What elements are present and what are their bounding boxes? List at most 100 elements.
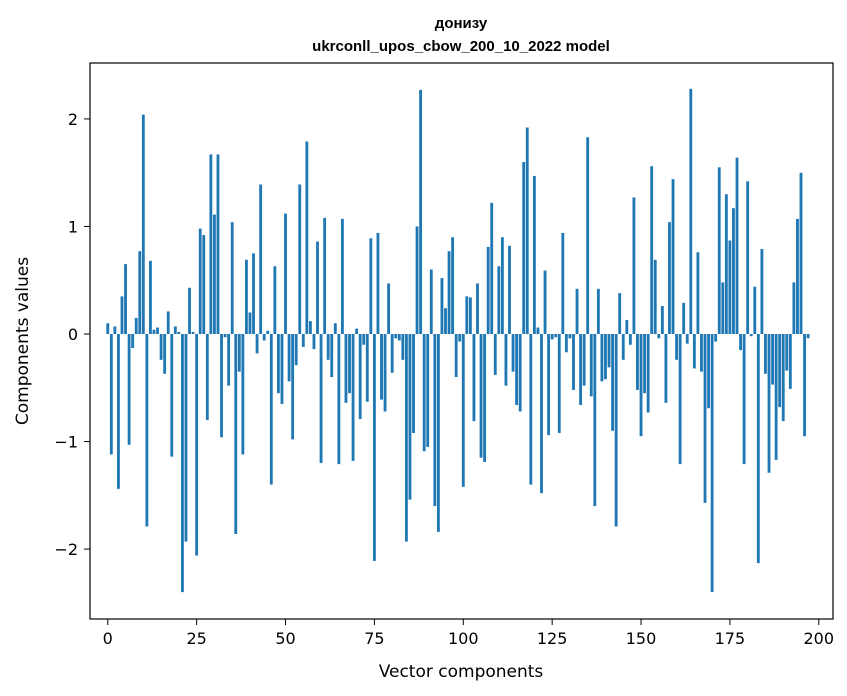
x-tick-label: 150 xyxy=(626,629,657,648)
bar xyxy=(593,334,597,507)
bar xyxy=(490,202,494,335)
bar xyxy=(696,252,700,335)
bar xyxy=(337,334,341,465)
bar xyxy=(266,330,270,335)
bar xyxy=(476,283,479,335)
bar xyxy=(511,334,515,372)
bar xyxy=(625,320,629,335)
bar xyxy=(248,312,252,335)
bar xyxy=(739,334,742,351)
bar xyxy=(188,287,191,335)
bar xyxy=(145,334,149,527)
x-tick-label: 175 xyxy=(715,629,746,648)
bar xyxy=(550,334,554,340)
x-tick-label: 75 xyxy=(364,629,384,648)
bar xyxy=(305,141,309,335)
bar xyxy=(333,323,337,335)
bar xyxy=(117,334,120,489)
bar xyxy=(756,334,760,564)
y-axis-ticks: −2 −1 0 1 2 xyxy=(54,110,90,559)
bar xyxy=(639,334,643,437)
bar xyxy=(280,334,284,404)
bar xyxy=(568,334,572,339)
bar xyxy=(781,334,785,422)
bar xyxy=(312,334,316,350)
bar xyxy=(771,334,774,385)
bar xyxy=(358,334,362,419)
bar xyxy=(383,334,387,412)
bar xyxy=(767,334,771,473)
bar xyxy=(294,334,298,366)
bar xyxy=(330,334,334,378)
bar xyxy=(692,334,696,369)
bar xyxy=(607,334,611,368)
bar xyxy=(707,334,710,409)
x-tick-label: 50 xyxy=(275,629,295,648)
bar xyxy=(259,184,263,335)
bar xyxy=(703,334,707,503)
bar xyxy=(621,334,625,360)
bar xyxy=(483,334,487,462)
bar xyxy=(760,249,764,335)
bar xyxy=(447,251,451,335)
bar xyxy=(611,334,615,431)
bar xyxy=(131,334,135,348)
bar xyxy=(721,282,725,335)
bar xyxy=(735,157,739,335)
bar xyxy=(714,334,718,342)
bar xyxy=(344,334,348,403)
chart-subtitle: ukrconll_upos_cbow_200_10_2022 model xyxy=(312,38,610,55)
bar xyxy=(472,334,476,422)
bar xyxy=(202,235,206,335)
bar xyxy=(433,334,437,507)
bar xyxy=(213,214,216,335)
bar xyxy=(600,334,604,382)
bar xyxy=(653,259,657,335)
bar xyxy=(689,88,693,335)
bar xyxy=(326,334,330,360)
bar xyxy=(159,334,163,360)
bar xyxy=(408,334,412,500)
bar xyxy=(269,334,273,485)
bar xyxy=(298,184,302,335)
bar xyxy=(195,334,199,556)
x-axis-ticks: 0 25 50 75 100 125 150 175 200 xyxy=(103,619,834,648)
bar xyxy=(572,334,575,390)
bar xyxy=(643,334,646,394)
bar xyxy=(355,328,359,335)
bar xyxy=(671,179,675,335)
bar xyxy=(255,334,259,354)
bar xyxy=(518,334,522,412)
bar xyxy=(390,334,394,373)
bar xyxy=(796,218,799,335)
bar xyxy=(170,334,174,457)
bar xyxy=(412,334,415,433)
bar xyxy=(678,334,682,465)
bar xyxy=(803,334,806,437)
y-tick-label: −2 xyxy=(54,540,78,559)
bar xyxy=(245,259,248,335)
bar xyxy=(376,232,380,335)
bar xyxy=(675,334,678,360)
bar xyxy=(177,331,181,335)
bar xyxy=(362,334,366,345)
x-tick-label: 25 xyxy=(186,629,206,648)
bar xyxy=(291,334,295,440)
bar xyxy=(380,334,383,400)
bar xyxy=(223,334,227,338)
bar xyxy=(554,334,558,338)
bar xyxy=(173,326,177,335)
bar xyxy=(365,334,369,402)
bar xyxy=(586,137,590,335)
bar xyxy=(109,334,113,455)
bar xyxy=(323,217,327,335)
bar xyxy=(525,127,529,335)
bar xyxy=(401,334,405,360)
bar xyxy=(276,334,280,394)
bar xyxy=(316,241,319,335)
bar xyxy=(156,327,159,335)
bar xyxy=(749,334,753,337)
bar xyxy=(660,306,664,335)
bar xyxy=(152,329,156,335)
bar xyxy=(308,321,312,335)
